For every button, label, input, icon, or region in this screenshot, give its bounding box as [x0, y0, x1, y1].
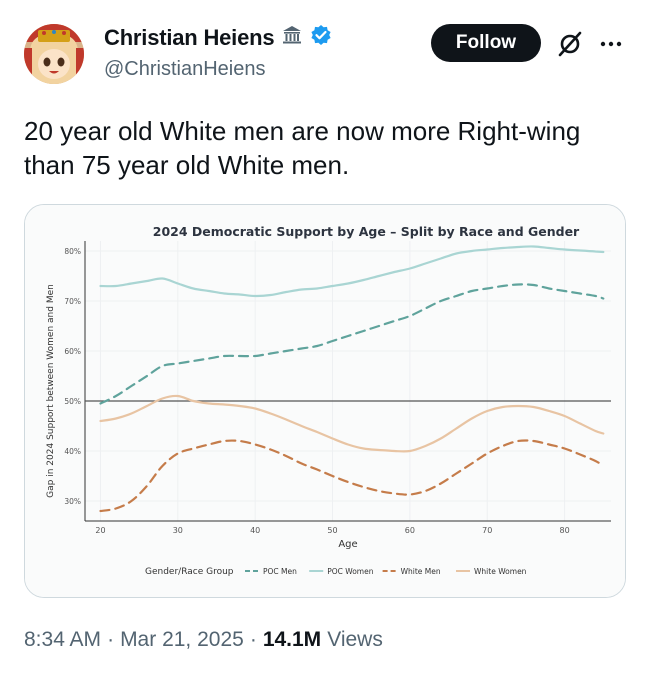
meta-separator: · — [249, 628, 257, 651]
x-tick-label: 20 — [95, 526, 105, 535]
y-tick-label: 60% — [64, 347, 81, 356]
chart-gridlines — [85, 241, 611, 521]
views-label: Views — [327, 628, 383, 651]
legend-label-poc-women: POC Women — [327, 567, 374, 576]
author-name-row: Christian Heiens — [104, 24, 332, 51]
y-tick-label: 80% — [64, 247, 81, 256]
legend-label-white-women: White Women — [474, 567, 527, 576]
verified-badge-icon[interactable] — [310, 24, 332, 51]
tweet-text-line-2: than 75 year old White men. — [24, 150, 350, 180]
tweet-text: 20 year old White men are now more Right… — [24, 114, 624, 182]
series-line-poc-women — [99, 245, 605, 298]
grok-icon[interactable] — [556, 30, 584, 63]
views-count: 14.1M — [262, 628, 322, 651]
meta-separator: · — [107, 628, 115, 651]
avatar-image — [24, 24, 84, 84]
x-tick-label: 50 — [327, 526, 337, 535]
classical-building-icon — [282, 25, 302, 50]
series-line-white-men — [99, 439, 605, 513]
tweet-meta: 8:34 AM · Mar 21, 2025 · 14.1M Views — [24, 628, 383, 652]
x-tick-label: 80 — [559, 526, 569, 535]
avatar[interactable] — [24, 24, 84, 84]
series-line-poc-men — [99, 283, 605, 405]
x-tick-label: 70 — [482, 526, 492, 535]
chart-axes: 2024 Democratic Support by Age – Split b… — [46, 224, 611, 550]
tweet-text-line-1: 20 year old White men are now more Right… — [24, 116, 581, 146]
chart-series — [99, 245, 605, 513]
tweet-time[interactable]: 8:34 AM — [24, 628, 102, 651]
y-axis-label: Gap in 2024 Support between Women and Me… — [46, 284, 56, 498]
y-tick-label: 30% — [64, 497, 81, 506]
y-tick-label: 40% — [64, 447, 81, 456]
more-icon[interactable] — [599, 34, 623, 59]
chart: 2024 Democratic Support by Age – Split b… — [25, 205, 625, 597]
chart-title: 2024 Democratic Support by Age – Split b… — [153, 224, 580, 239]
follow-button[interactable]: Follow — [431, 24, 541, 62]
tweet-media-image[interactable]: 2024 Democratic Support by Age – Split b… — [24, 204, 626, 598]
legend-label-white-men: White Men — [401, 567, 441, 576]
x-tick-label: 40 — [250, 526, 260, 535]
legend-title: Gender/Race Group — [145, 567, 234, 577]
x-tick-label: 30 — [173, 526, 183, 535]
y-tick-label: 70% — [64, 297, 81, 306]
chart-legend: Gender/Race Group POC Men POC Women White M… — [145, 567, 527, 577]
x-axis-label: Age — [338, 539, 357, 550]
x-tick-label: 60 — [405, 526, 415, 535]
tweet-date[interactable]: Mar 21, 2025 — [120, 628, 244, 651]
series-line-white-women — [99, 394, 605, 453]
author-display-name[interactable]: Christian Heiens — [104, 24, 275, 50]
author-handle[interactable]: @ChristianHeiens — [104, 58, 266, 80]
y-tick-label: 50% — [64, 397, 81, 406]
legend-label-poc-men: POC Men — [263, 567, 297, 576]
